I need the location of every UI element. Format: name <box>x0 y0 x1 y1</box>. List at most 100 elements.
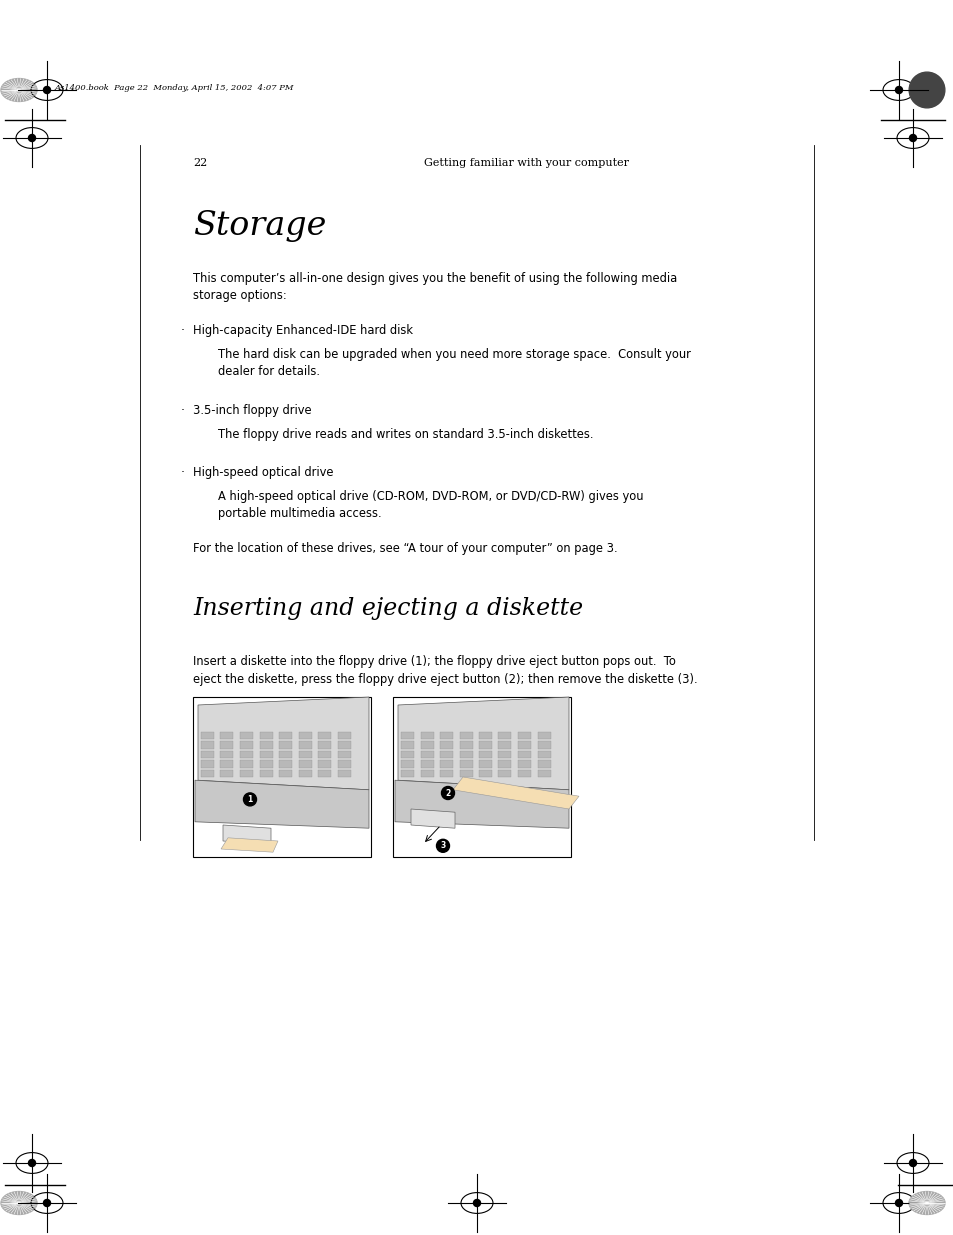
Circle shape <box>243 793 256 806</box>
Bar <box>498 769 511 777</box>
Bar <box>478 760 492 767</box>
Circle shape <box>44 86 51 94</box>
Bar <box>201 741 213 748</box>
Polygon shape <box>194 781 369 829</box>
Text: 22: 22 <box>193 158 207 168</box>
Bar <box>278 751 292 758</box>
Bar <box>278 769 292 777</box>
Bar <box>459 731 472 739</box>
Bar <box>537 751 550 758</box>
Bar <box>278 741 292 748</box>
Text: A high-speed optical drive (CD-ROM, DVD-ROM, or DVD/CD-RW) gives you
portable mu: A high-speed optical drive (CD-ROM, DVD-… <box>218 490 643 520</box>
Text: High-speed optical drive: High-speed optical drive <box>193 466 334 479</box>
Bar <box>220 731 233 739</box>
Circle shape <box>908 1160 916 1167</box>
Bar <box>478 751 492 758</box>
Circle shape <box>895 86 902 94</box>
Text: High-capacity Enhanced-IDE hard disk: High-capacity Enhanced-IDE hard disk <box>193 324 413 337</box>
Bar <box>439 760 453 767</box>
Bar <box>517 731 531 739</box>
Bar <box>517 751 531 758</box>
Text: Storage: Storage <box>193 210 326 242</box>
Ellipse shape <box>907 1191 944 1215</box>
Bar <box>498 751 511 758</box>
Bar <box>240 769 253 777</box>
Bar <box>317 769 331 777</box>
Bar <box>240 760 253 767</box>
Bar <box>420 751 433 758</box>
Bar <box>498 741 511 748</box>
Bar <box>240 731 253 739</box>
Circle shape <box>473 1199 480 1207</box>
Bar <box>278 731 292 739</box>
Bar <box>400 751 414 758</box>
Bar <box>337 760 350 767</box>
Bar <box>517 760 531 767</box>
Bar <box>420 741 433 748</box>
Bar <box>498 731 511 739</box>
Circle shape <box>29 1160 35 1167</box>
Bar <box>459 751 472 758</box>
Text: 3.5-inch floppy drive: 3.5-inch floppy drive <box>193 404 312 417</box>
Bar <box>337 731 350 739</box>
Bar <box>193 697 371 857</box>
Bar <box>537 731 550 739</box>
Polygon shape <box>395 781 568 829</box>
Bar <box>278 760 292 767</box>
Bar <box>420 760 433 767</box>
Bar <box>439 751 453 758</box>
Text: As1400.book  Page 22  Monday, April 15, 2002  4:07 PM: As1400.book Page 22 Monday, April 15, 20… <box>55 84 294 91</box>
Bar <box>420 731 433 739</box>
Text: For the location of these drives, see “A tour of your computer” on page 3.: For the location of these drives, see “A… <box>193 542 617 555</box>
Bar <box>298 760 312 767</box>
Circle shape <box>44 1199 51 1207</box>
Bar <box>478 731 492 739</box>
Bar <box>537 741 550 748</box>
Bar <box>400 741 414 748</box>
Bar <box>259 731 273 739</box>
Bar <box>240 741 253 748</box>
Bar <box>220 760 233 767</box>
Text: 1: 1 <box>247 795 253 804</box>
Bar <box>201 760 213 767</box>
Text: 3: 3 <box>440 841 445 851</box>
Bar <box>317 731 331 739</box>
Bar <box>298 769 312 777</box>
Bar <box>259 751 273 758</box>
Bar <box>298 731 312 739</box>
Bar <box>317 751 331 758</box>
Circle shape <box>16 88 22 93</box>
Circle shape <box>908 135 916 142</box>
Ellipse shape <box>0 1191 38 1215</box>
Bar <box>220 741 233 748</box>
Bar <box>240 751 253 758</box>
Bar <box>201 769 213 777</box>
Polygon shape <box>411 809 455 829</box>
Bar <box>517 741 531 748</box>
Circle shape <box>436 840 449 852</box>
Text: 2: 2 <box>445 788 450 798</box>
Text: Inserting and ejecting a diskette: Inserting and ejecting a diskette <box>193 597 582 620</box>
Circle shape <box>908 72 943 107</box>
Text: The floppy drive reads and writes on standard 3.5-inch diskettes.: The floppy drive reads and writes on sta… <box>218 429 593 441</box>
Bar <box>337 741 350 748</box>
Bar <box>220 769 233 777</box>
Bar <box>459 741 472 748</box>
Text: This computer’s all-in-one design gives you the benefit of using the following m: This computer’s all-in-one design gives … <box>193 272 677 303</box>
Bar <box>420 769 433 777</box>
Text: ·: · <box>181 404 185 417</box>
Bar <box>298 741 312 748</box>
Bar <box>517 769 531 777</box>
Circle shape <box>441 787 454 799</box>
Polygon shape <box>397 697 568 790</box>
Circle shape <box>29 135 35 142</box>
Bar <box>337 751 350 758</box>
Bar <box>259 760 273 767</box>
Text: ·: · <box>181 466 185 479</box>
Bar <box>259 741 273 748</box>
Bar <box>393 697 571 857</box>
Bar <box>317 741 331 748</box>
Circle shape <box>923 1200 928 1205</box>
Bar <box>317 760 331 767</box>
Bar <box>400 760 414 767</box>
